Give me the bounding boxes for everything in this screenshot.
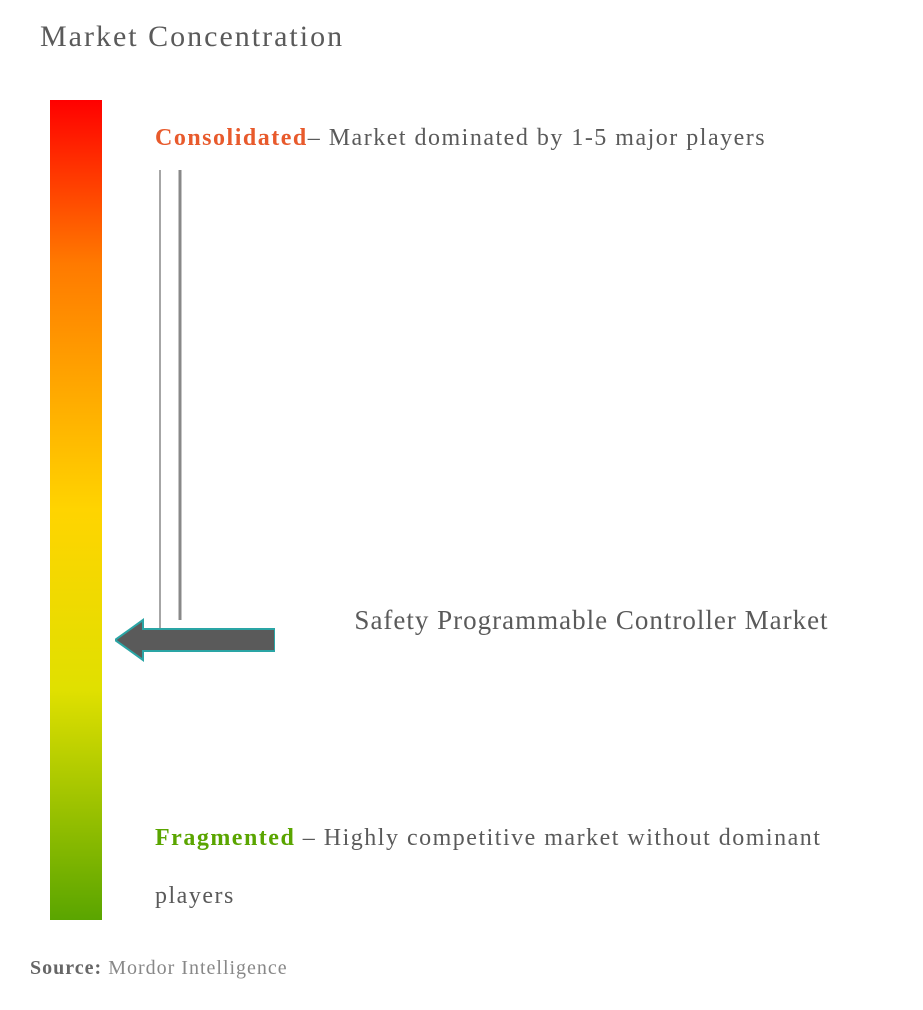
fragmented-text-block: Fragmented – Highly competitive market w… xyxy=(155,810,893,925)
source-prefix: Source: xyxy=(30,957,102,979)
market-name-label: Safety Programmable Controller Market xyxy=(290,600,893,641)
callout-lines xyxy=(155,170,195,630)
infographic-container: Market Concentration Consolidated– Marke… xyxy=(0,0,923,1010)
consolidated-highlight: Consolidated xyxy=(155,125,308,151)
source-attribution: Source: Mordor Intelligence xyxy=(30,957,288,980)
consolidated-text-block: Consolidated– Market dominated by 1-5 ma… xyxy=(155,110,893,168)
page-title: Market Concentration xyxy=(40,20,893,54)
concentration-gradient-bar xyxy=(50,100,102,920)
arrow-shape xyxy=(115,620,275,660)
source-text: Mordor Intelligence xyxy=(102,957,288,979)
fragmented-highlight: Fragmented xyxy=(155,825,295,851)
fragmented-label: Fragmented – Highly competitive market w… xyxy=(155,810,893,925)
consolidated-description: – Market dominated by 1-5 major players xyxy=(308,125,766,151)
consolidated-label: Consolidated– Market dominated by 1-5 ma… xyxy=(155,110,893,168)
market-position-arrow xyxy=(115,618,275,662)
gradient-rect xyxy=(50,100,102,920)
